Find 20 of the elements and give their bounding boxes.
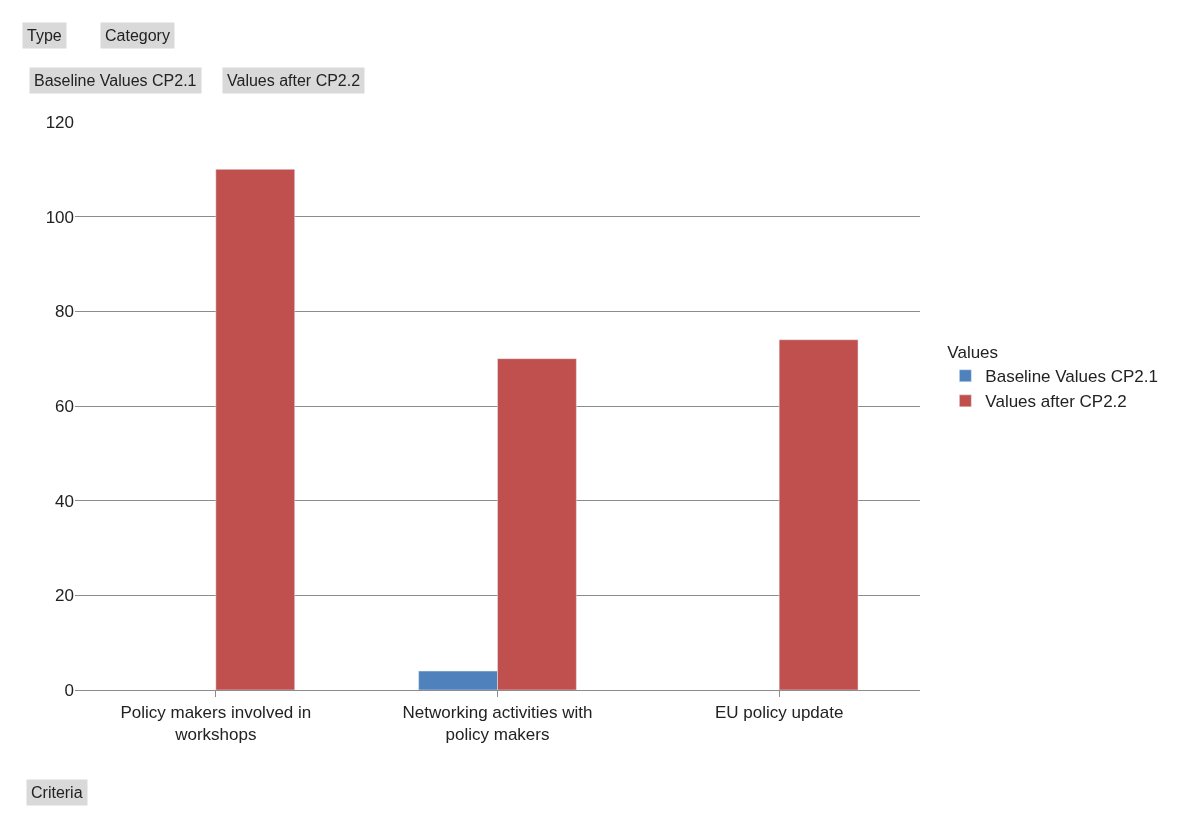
x-tick-label: EU policy update: [714, 702, 844, 722]
legend-title: Values: [947, 343, 999, 363]
text: Type: [27, 27, 62, 44]
legend-label: Values after CP2.2: [985, 392, 1127, 412]
text: Criteria: [31, 784, 83, 801]
x-tick-label: Networking activities with policy makers: [402, 702, 593, 744]
y-tick-label: 60: [55, 396, 74, 416]
text: Values after CP2.2: [227, 72, 361, 89]
y-tick-label: 0: [64, 680, 74, 700]
y-tick-label: 100: [45, 207, 74, 227]
y-tick-label: 40: [55, 491, 74, 511]
x-tick-label: Policy makers involved in workshops: [120, 702, 312, 744]
y-tick-label: 120: [45, 112, 74, 132]
y-tick-label: 80: [55, 302, 74, 322]
y-tick-label: 20: [55, 586, 74, 606]
legend-label: Baseline Values CP2.1: [985, 367, 1158, 387]
text: Baseline Values CP2.1: [34, 72, 197, 89]
text: Category: [105, 27, 170, 44]
bar: [778, 339, 859, 690]
bar: [215, 169, 295, 690]
